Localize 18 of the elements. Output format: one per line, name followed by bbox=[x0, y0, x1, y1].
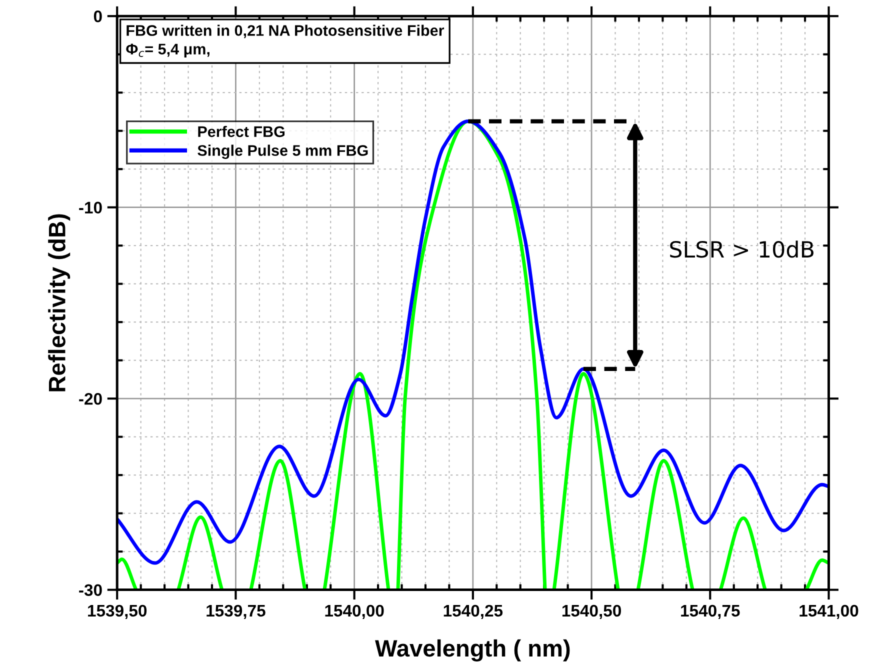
x-tick-label: 1540,25 bbox=[444, 604, 503, 620]
y-tick-label: -20 bbox=[79, 392, 102, 405]
legend-label: Single Pulse 5 mm FBG bbox=[198, 144, 368, 159]
x-tick-label: 1539,50 bbox=[88, 604, 147, 620]
annotation: Φ$_{c}$= 5,4 μm, bbox=[126, 44, 210, 58]
x-tick-label: 1540,00 bbox=[325, 604, 384, 620]
x-axis-title: Wavelength ( nm) bbox=[375, 639, 570, 662]
y-tick-label: -10 bbox=[79, 202, 102, 214]
annotation: FBG written in 0,21 NA Photosensitive Fiber bbox=[126, 24, 444, 38]
legend-label: Perfect FBG bbox=[198, 126, 285, 138]
y-tick-label: -30 bbox=[79, 584, 102, 596]
x-tick-label: 1540,50 bbox=[562, 604, 621, 620]
x-tick-label: 1539,75 bbox=[206, 604, 266, 620]
y-axis-title: Reflectivity (dB) bbox=[48, 214, 70, 392]
x-tick-label: 1540,75 bbox=[681, 604, 740, 620]
x-tick-label: 1541,00 bbox=[800, 604, 858, 620]
y-tick-label: 0 bbox=[94, 10, 102, 22]
annotation: SLSR > 10dB bbox=[670, 240, 814, 258]
